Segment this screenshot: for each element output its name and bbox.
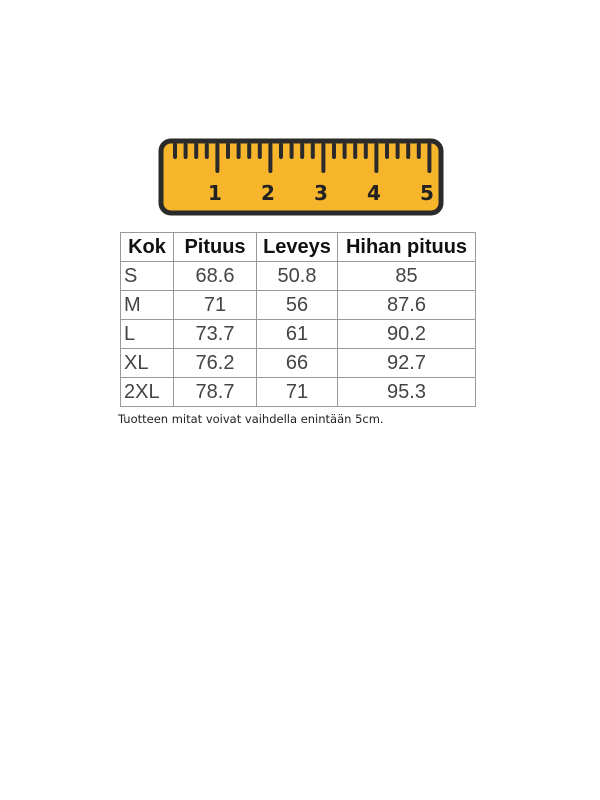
measure-cell: 90.2	[337, 319, 476, 349]
size-table: Kok Pituus Leveys Hihan pituus S 68.6 50.8 85 M…	[120, 232, 476, 407]
column-header: Leveys	[256, 232, 338, 262]
ruler-illustration: 1 2 3 4 5	[158, 138, 444, 216]
measure-cell: 66	[256, 348, 338, 378]
measure-cell: 71	[256, 377, 338, 407]
size-cell: 2XL	[120, 377, 174, 407]
table-row: M 71 56 87.6	[120, 290, 476, 320]
size-cell: L	[120, 319, 174, 349]
ruler-label: 3	[314, 181, 328, 205]
measure-cell: 50.8	[256, 261, 338, 291]
table-body: S 68.6 50.8 85 M 71 56 87.6 L 73.7 61 90.2 XL 76.2 66 9…	[120, 261, 476, 407]
column-header: Pituus	[173, 232, 257, 262]
ruler-label: 5	[420, 181, 434, 205]
ruler-ticks	[173, 143, 432, 173]
measure-cell: 95.3	[337, 377, 476, 407]
measure-cell: 56	[256, 290, 338, 320]
ruler-body	[158, 138, 444, 216]
measure-cell: 85	[337, 261, 476, 291]
measure-cell: 73.7	[173, 319, 257, 349]
measure-cell: 61	[256, 319, 338, 349]
table-row: S 68.6 50.8 85	[120, 261, 476, 291]
note: Tuotteen mitat voivat vaihdella enintään…	[118, 412, 384, 426]
table-row: L 73.7 61 90.2	[120, 319, 476, 349]
table-row: XL 76.2 66 92.7	[120, 348, 476, 378]
measure-cell: 92.7	[337, 348, 476, 378]
measure-cell: 76.2	[173, 348, 257, 378]
measure-cell: 78.7	[173, 377, 257, 407]
ruler-label: 2	[261, 181, 275, 205]
measure-cell: 68.6	[173, 261, 257, 291]
size-cell: M	[120, 290, 174, 320]
table-row: 2XL 78.7 71 95.3	[120, 377, 476, 407]
measure-cell: 71	[173, 290, 257, 320]
size-cell: XL	[120, 348, 174, 378]
column-header: Hihan pituus	[337, 232, 476, 262]
column-header: Kok	[120, 232, 174, 262]
ruler-label: 1	[208, 181, 222, 205]
ruler-label: 4	[367, 181, 381, 205]
header-row: Kok Pituus Leveys Hihan pituus	[120, 232, 476, 262]
size-cell: S	[120, 261, 174, 291]
measure-cell: 87.6	[337, 290, 476, 320]
